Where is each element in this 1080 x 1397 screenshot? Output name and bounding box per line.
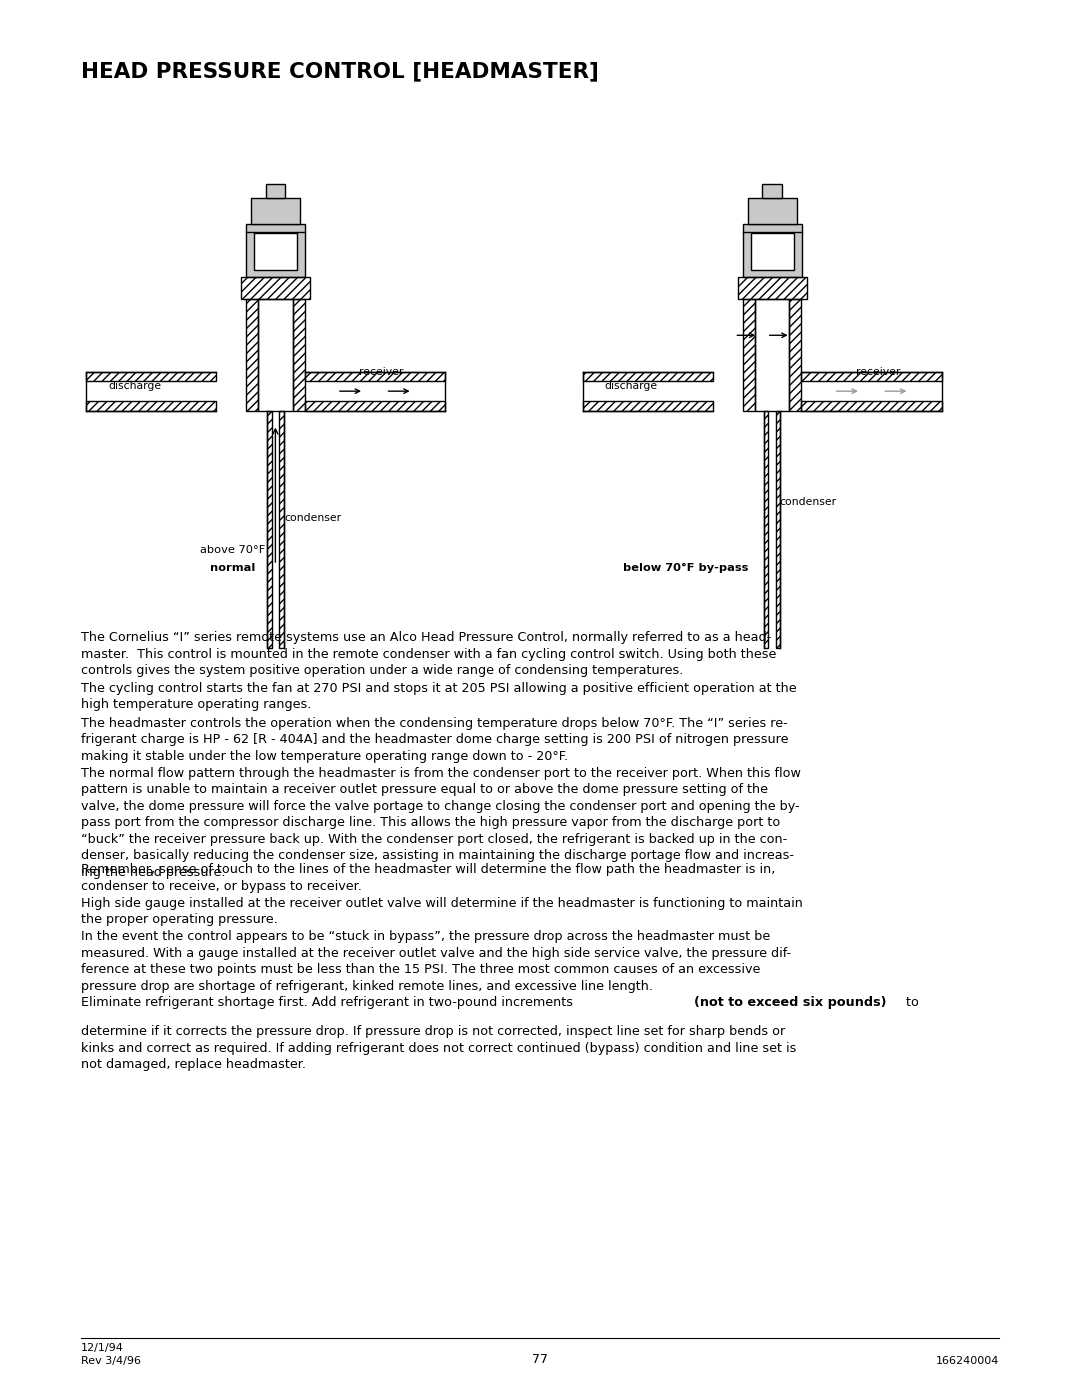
- Bar: [751, 233, 794, 270]
- Bar: [801, 372, 942, 381]
- Text: determine if it corrects the pressure drop. If pressure drop is not corrected, i: determine if it corrects the pressure dr…: [81, 1025, 796, 1071]
- Bar: [293, 299, 305, 411]
- Bar: [583, 401, 713, 411]
- Text: condenser: condenser: [284, 513, 341, 524]
- Text: The headmaster controls the operation when the condensing temperature drops belo: The headmaster controls the operation wh…: [81, 717, 788, 763]
- Bar: [747, 198, 797, 224]
- Bar: [241, 277, 310, 299]
- Bar: [266, 184, 285, 198]
- Text: The normal flow pattern through the headmaster is from the condenser port to the: The normal flow pattern through the head…: [81, 767, 801, 879]
- Text: receiver: receiver: [359, 366, 403, 377]
- Bar: [246, 224, 306, 277]
- Text: discharge: discharge: [108, 380, 161, 391]
- Bar: [738, 277, 807, 299]
- Bar: [268, 411, 272, 648]
- Text: High side gauge installed at the receiver outlet valve will determine if the hea: High side gauge installed at the receive…: [81, 897, 802, 926]
- Bar: [789, 299, 801, 411]
- Bar: [279, 411, 283, 648]
- Text: In the event the control appears to be “stuck in bypass”, the pressure drop acro: In the event the control appears to be “…: [81, 930, 792, 993]
- Text: below 70°F by-pass: below 70°F by-pass: [623, 563, 748, 573]
- Text: The cycling control starts the fan at 270 PSI and stops it at 205 PSI allowing a: The cycling control starts the fan at 27…: [81, 682, 797, 711]
- Bar: [775, 411, 781, 648]
- Bar: [86, 372, 216, 381]
- Bar: [246, 299, 258, 411]
- Bar: [252, 198, 300, 224]
- Text: HEAD PRESSURE CONTROL [HEADMASTER]: HEAD PRESSURE CONTROL [HEADMASTER]: [81, 61, 599, 81]
- Text: Eliminate refrigerant shortage first. Add refrigerant in two-pound increments: Eliminate refrigerant shortage first. Ad…: [81, 996, 577, 1009]
- Text: discharge: discharge: [605, 380, 658, 391]
- Text: receiver: receiver: [856, 366, 901, 377]
- Bar: [755, 299, 789, 411]
- Bar: [305, 372, 445, 381]
- Bar: [254, 233, 297, 270]
- Bar: [86, 401, 216, 411]
- Text: 77: 77: [532, 1354, 548, 1366]
- Text: (not to exceed six pounds): (not to exceed six pounds): [694, 996, 887, 1009]
- Text: 12/1/94
Rev 3/4/96: 12/1/94 Rev 3/4/96: [81, 1343, 141, 1366]
- Text: normal: normal: [210, 563, 255, 573]
- Bar: [762, 184, 782, 198]
- Text: above 70°F: above 70°F: [200, 545, 265, 555]
- Bar: [743, 299, 755, 411]
- Bar: [305, 401, 445, 411]
- Text: The Cornelius “I” series remote systems use an Alco Head Pressure Control, norma: The Cornelius “I” series remote systems …: [81, 631, 777, 678]
- Bar: [258, 299, 293, 411]
- Text: to: to: [902, 996, 919, 1009]
- Bar: [801, 401, 942, 411]
- Text: Remember, sense of touch to the lines of the headmaster will determine the flow : Remember, sense of touch to the lines of…: [81, 863, 775, 893]
- Text: condenser: condenser: [780, 496, 837, 507]
- Bar: [583, 372, 713, 381]
- Bar: [743, 224, 802, 277]
- Text: 166240004: 166240004: [935, 1356, 999, 1366]
- Bar: [765, 411, 769, 648]
